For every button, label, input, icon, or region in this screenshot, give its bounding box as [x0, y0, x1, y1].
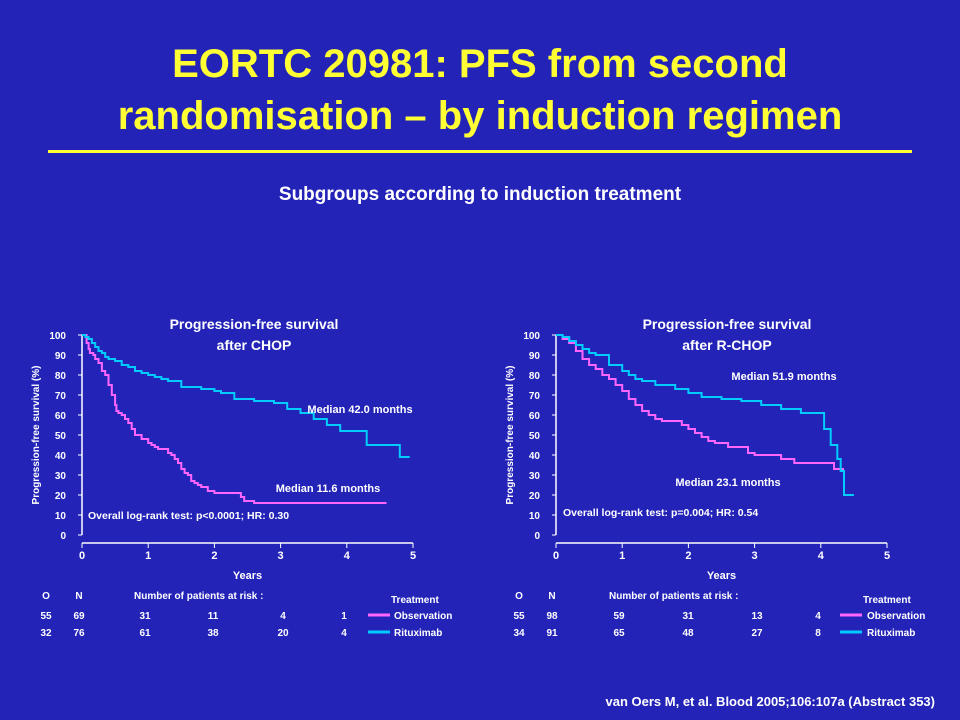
y-axis-label: Progression-free survival (%): [31, 366, 42, 505]
at-risk-header: Number of patients at risk :: [134, 591, 263, 602]
x-tick-label: 3: [278, 550, 284, 562]
at-risk-o-value: 55: [513, 611, 525, 622]
treatment-legend-title: Treatment: [863, 595, 911, 606]
legend-label-observation: Observation: [867, 611, 925, 622]
at-risk-count: 4: [815, 611, 821, 622]
y-tick-label: 40: [529, 451, 541, 462]
y-tick-label: 20: [55, 491, 67, 502]
treatment-legend-title: Treatment: [391, 595, 439, 606]
title-line-2: randomisation – by induction regimen: [117, 94, 843, 138]
y-tick-label: 40: [55, 451, 67, 462]
at-risk-o-value: 32: [40, 628, 52, 639]
y-tick-label: 50: [55, 431, 67, 442]
x-tick-label: 2: [211, 550, 217, 562]
series-line-rituximab: [556, 334, 854, 496]
y-tick-label: 10: [529, 511, 541, 522]
x-tick-label: 1: [619, 550, 625, 562]
at-risk-count: 20: [277, 628, 289, 639]
at-risk-count: 1: [341, 611, 347, 622]
x-tick-label: 0: [553, 550, 559, 562]
at-risk-o-header: O: [515, 591, 523, 602]
x-tick-label: 2: [685, 550, 691, 562]
title-line-1: EORTC 20981: PFS from second: [172, 42, 788, 86]
log-rank-label: Overall log-rank test: p<0.0001; HR: 0.3…: [88, 510, 289, 522]
legend-label-rituximab: Rituximab: [394, 628, 442, 639]
y-tick-label: 80: [55, 371, 67, 382]
legend-label-observation: Observation: [394, 611, 452, 622]
median-observation-label: Median 23.1 months: [675, 477, 780, 489]
at-risk-n-value: 91: [546, 628, 558, 639]
at-risk-count: 13: [751, 611, 763, 622]
title-underline: [48, 150, 912, 153]
median-observation-label: Median 11.6 months: [276, 483, 381, 495]
series-line-rituximab: [82, 334, 410, 458]
at-risk-n-header: N: [75, 591, 82, 602]
median-rituximab-label: Median 51.9 months: [731, 371, 836, 383]
y-axis-label: Progression-free survival (%): [505, 366, 516, 505]
x-tick-label: 0: [79, 550, 85, 562]
at-risk-o-value: 55: [40, 611, 52, 622]
y-tick-label: 70: [529, 391, 541, 402]
x-tick-label: 5: [410, 550, 416, 562]
y-tick-label: 80: [529, 371, 541, 382]
median-rituximab-label: Median 42.0 months: [307, 404, 412, 416]
x-tick-label: 4: [344, 550, 351, 562]
x-tick-label: 3: [752, 550, 758, 562]
y-tick-label: 0: [60, 531, 66, 542]
chart-title-line-2: after CHOP: [217, 337, 292, 353]
y-tick-label: 100: [49, 331, 66, 342]
at-risk-o-header: O: [42, 591, 50, 602]
at-risk-count: 31: [139, 611, 151, 622]
y-tick-label: 60: [55, 411, 67, 422]
at-risk-count: 4: [341, 628, 347, 639]
at-risk-n-value: 98: [546, 611, 558, 622]
at-risk-o-value: 34: [513, 628, 525, 639]
slide-title: EORTC 20981: PFS from second randomisati…: [40, 38, 920, 142]
x-tick-label: 4: [818, 550, 825, 562]
y-tick-label: 60: [529, 411, 541, 422]
y-tick-label: 20: [529, 491, 541, 502]
at-risk-count: 31: [682, 611, 694, 622]
y-tick-label: 100: [523, 331, 540, 342]
y-tick-label: 30: [529, 471, 541, 482]
chart-title-line-1: Progression-free survival: [643, 316, 812, 332]
x-axis-label: Years: [233, 570, 262, 582]
at-risk-count: 65: [613, 628, 625, 639]
at-risk-count: 48: [682, 628, 694, 639]
at-risk-count: 61: [139, 628, 151, 639]
series-line-observation: [556, 334, 844, 470]
y-tick-label: 90: [55, 351, 67, 362]
at-risk-count: 38: [207, 628, 219, 639]
at-risk-count: 59: [613, 611, 625, 622]
y-tick-label: 0: [534, 531, 540, 542]
x-tick-label: 1: [145, 550, 151, 562]
log-rank-label: Overall log-rank test: p=0.004; HR: 0.54: [563, 507, 758, 519]
at-risk-n-header: N: [548, 591, 555, 602]
y-tick-label: 70: [55, 391, 67, 402]
y-tick-label: 30: [55, 471, 67, 482]
series-line-observation: [82, 334, 387, 504]
citation: van Oers M, et al. Blood 2005;106:107a (…: [605, 694, 935, 709]
x-axis-label: Years: [707, 570, 736, 582]
at-risk-count: 27: [751, 628, 763, 639]
at-risk-n-value: 76: [73, 628, 85, 639]
legend-label-rituximab: Rituximab: [867, 628, 915, 639]
y-tick-label: 90: [529, 351, 541, 362]
chart-title-line-1: Progression-free survival: [170, 316, 339, 332]
slide-subtitle: Subgroups according to induction treatme…: [278, 184, 682, 205]
at-risk-count: 11: [208, 611, 219, 622]
chart-title-line-2: after R-CHOP: [682, 337, 771, 353]
x-tick-label: 5: [884, 550, 890, 562]
at-risk-n-value: 69: [73, 611, 85, 622]
at-risk-count: 8: [815, 628, 821, 639]
at-risk-header: Number of patients at risk :: [609, 591, 738, 602]
y-tick-label: 10: [55, 511, 67, 522]
at-risk-count: 4: [280, 611, 286, 622]
y-tick-label: 50: [529, 431, 541, 442]
